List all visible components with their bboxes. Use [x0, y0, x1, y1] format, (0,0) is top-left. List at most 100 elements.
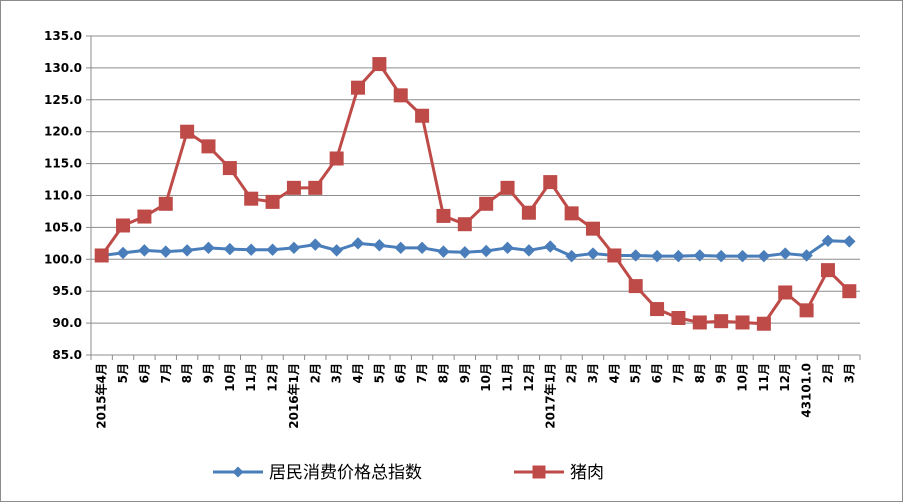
x-axis: 2015年4月 5月 6月 7月 8月 9月 10月 11月 12月 2016年1月 2月 3月 4月 5…	[90, 354, 861, 429]
y-tick-label: 90.0	[52, 316, 82, 330]
data-point	[629, 249, 642, 262]
data-point	[457, 217, 472, 232]
x-tick-label: 11月	[244, 363, 258, 392]
data-point	[309, 238, 322, 251]
data-point	[330, 244, 343, 257]
x-tick-label: 2016年1月	[286, 363, 301, 429]
data-point	[201, 139, 216, 154]
data-point	[265, 194, 280, 209]
data-point	[329, 151, 344, 166]
x-tick-label: 6月	[137, 363, 151, 383]
x-tick-label: 6月	[650, 363, 664, 383]
data-point	[842, 284, 857, 299]
x-tick-label: 8月	[693, 363, 707, 383]
x-tick-label: 2月	[821, 363, 835, 383]
x-tick-label: 3月	[842, 363, 856, 383]
data-point	[586, 247, 600, 260]
x-tick-label: 7月	[415, 363, 429, 383]
y-tick-label: 105.0	[44, 220, 82, 234]
y-tick-label: 115.0	[44, 157, 82, 171]
legend-label: 居民消费价格总指数	[269, 463, 422, 483]
data-point	[757, 249, 771, 263]
data-point	[779, 247, 792, 260]
x-tick-label: 3月	[586, 363, 600, 383]
data-point	[756, 316, 771, 331]
data-point	[180, 124, 195, 139]
x-tick-label: 9月	[714, 363, 728, 383]
data-point	[650, 249, 664, 263]
data-point	[500, 180, 515, 195]
data-point	[544, 240, 557, 253]
series-layer	[94, 57, 857, 331]
data-point	[222, 161, 237, 176]
x-tick-label: 11月	[501, 363, 515, 392]
data-point	[287, 241, 301, 255]
data-point	[458, 246, 472, 259]
x-tick-label: 6月	[394, 363, 408, 383]
x-tick-label: 7月	[159, 363, 173, 383]
data-point	[436, 208, 451, 223]
data-point	[693, 249, 706, 262]
x-tick-label: 9月	[201, 363, 215, 383]
y-tick-label: 130.0	[44, 61, 82, 75]
data-point	[585, 221, 600, 236]
x-tick-label: 7月	[671, 363, 685, 383]
data-point	[372, 57, 387, 72]
data-point	[245, 243, 258, 256]
data-point	[501, 241, 514, 255]
data-point	[736, 249, 749, 263]
data-point	[223, 242, 237, 256]
data-point	[94, 248, 109, 263]
data-point	[565, 249, 578, 263]
data-point	[286, 180, 301, 195]
y-tick-label: 85.0	[52, 348, 82, 362]
legend: 居民消费价格总指数 猪肉	[213, 463, 604, 483]
x-tick-label: 10月	[736, 363, 750, 392]
data-point	[180, 244, 194, 257]
data-point	[799, 303, 814, 318]
x-tick-label: 12月	[266, 363, 280, 392]
legend-label: 猪肉	[570, 463, 604, 483]
x-tick-label: 8月	[436, 363, 450, 383]
data-point	[159, 245, 172, 258]
data-point	[564, 206, 579, 221]
data-point	[138, 244, 151, 257]
data-point	[672, 249, 685, 263]
data-point	[137, 209, 152, 224]
x-tick-label: 10月	[223, 363, 237, 392]
y-tick-label: 135.0	[44, 29, 82, 43]
data-point	[671, 310, 686, 325]
data-point	[521, 205, 536, 220]
data-point	[266, 243, 279, 256]
data-point	[692, 315, 707, 330]
data-point	[735, 315, 750, 330]
x-tick-label: 9月	[458, 363, 472, 383]
x-tick-label: 4月	[351, 363, 365, 383]
y-tick-label: 120.0	[44, 125, 82, 139]
data-point	[628, 279, 643, 294]
x-tick-label: 43101.0	[800, 363, 814, 418]
series-line	[100, 62, 851, 326]
data-point	[351, 237, 365, 250]
data-point	[437, 245, 450, 258]
data-point	[415, 108, 430, 123]
data-point	[351, 80, 366, 95]
data-point	[650, 302, 665, 317]
y-axis: 85.0 90.0 95.0 100.0 105.0 110.0 115.0 120.0 125…	[44, 29, 92, 362]
data-point	[244, 191, 259, 206]
data-point	[714, 249, 728, 263]
data-point	[373, 239, 386, 252]
x-tick-label: 3月	[330, 363, 344, 383]
data-point	[820, 263, 835, 278]
gridlines	[91, 35, 860, 356]
y-tick-label: 125.0	[44, 93, 82, 107]
data-point	[415, 241, 429, 255]
x-tick-label: 11月	[757, 363, 771, 392]
x-tick-label: 5月	[116, 363, 130, 383]
y-tick-label: 95.0	[52, 284, 82, 298]
data-point	[116, 246, 130, 260]
data-point	[522, 244, 536, 257]
x-tick-label: 12月	[778, 363, 792, 392]
x-tick-label: 10月	[479, 363, 493, 392]
x-tick-label: 2017年1月	[542, 363, 557, 429]
